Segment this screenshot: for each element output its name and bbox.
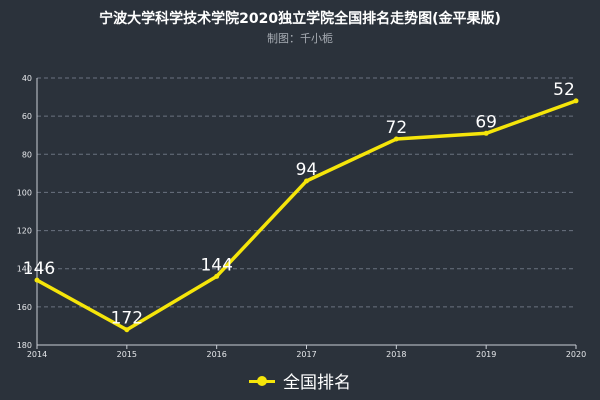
data-label: 52 bbox=[553, 80, 575, 100]
data-point bbox=[573, 98, 579, 104]
data-label: 94 bbox=[296, 160, 318, 180]
chart-title: 宁波大学科学技术学院2020独立学院全国排名走势图(金平果版) bbox=[99, 11, 501, 27]
y-tick-label: 180 bbox=[17, 341, 32, 350]
x-tick-label: 2019 bbox=[476, 350, 496, 359]
data-point bbox=[214, 273, 220, 279]
series-line bbox=[35, 99, 578, 332]
y-tick-label: 160 bbox=[17, 303, 32, 312]
x-tick-label: 2020 bbox=[566, 350, 586, 359]
y-tick-label: 40 bbox=[22, 74, 32, 83]
chart-legend[interactable]: 全国排名 bbox=[0, 368, 600, 393]
data-point bbox=[124, 327, 130, 333]
y-tick-label: 120 bbox=[17, 227, 32, 236]
x-tick-label: 2015 bbox=[117, 350, 137, 359]
legend-swatch bbox=[249, 375, 275, 387]
data-label: 72 bbox=[386, 118, 408, 138]
y-tick-label: 140 bbox=[17, 265, 32, 274]
data-point bbox=[34, 277, 40, 283]
data-label: 69 bbox=[475, 112, 497, 132]
x-tick-label: 2016 bbox=[206, 350, 226, 359]
x-tick-label: 2017 bbox=[296, 350, 316, 359]
data-point bbox=[304, 178, 309, 184]
data-point bbox=[393, 136, 399, 142]
legend-label: 全国排名 bbox=[283, 373, 351, 393]
y-tick-label: 100 bbox=[17, 188, 32, 197]
data-label: 144 bbox=[200, 255, 232, 275]
y-tick-label: 80 bbox=[22, 150, 32, 159]
y-tick-label: 60 bbox=[22, 112, 32, 121]
chart-subtitle: 制图：千小栀 bbox=[267, 32, 333, 45]
x-tick-label: 2018 bbox=[386, 350, 406, 359]
data-label: 146 bbox=[23, 259, 55, 279]
x-tick-label: 2014 bbox=[27, 350, 47, 359]
data-point bbox=[483, 130, 489, 136]
data-label: 172 bbox=[111, 309, 143, 329]
